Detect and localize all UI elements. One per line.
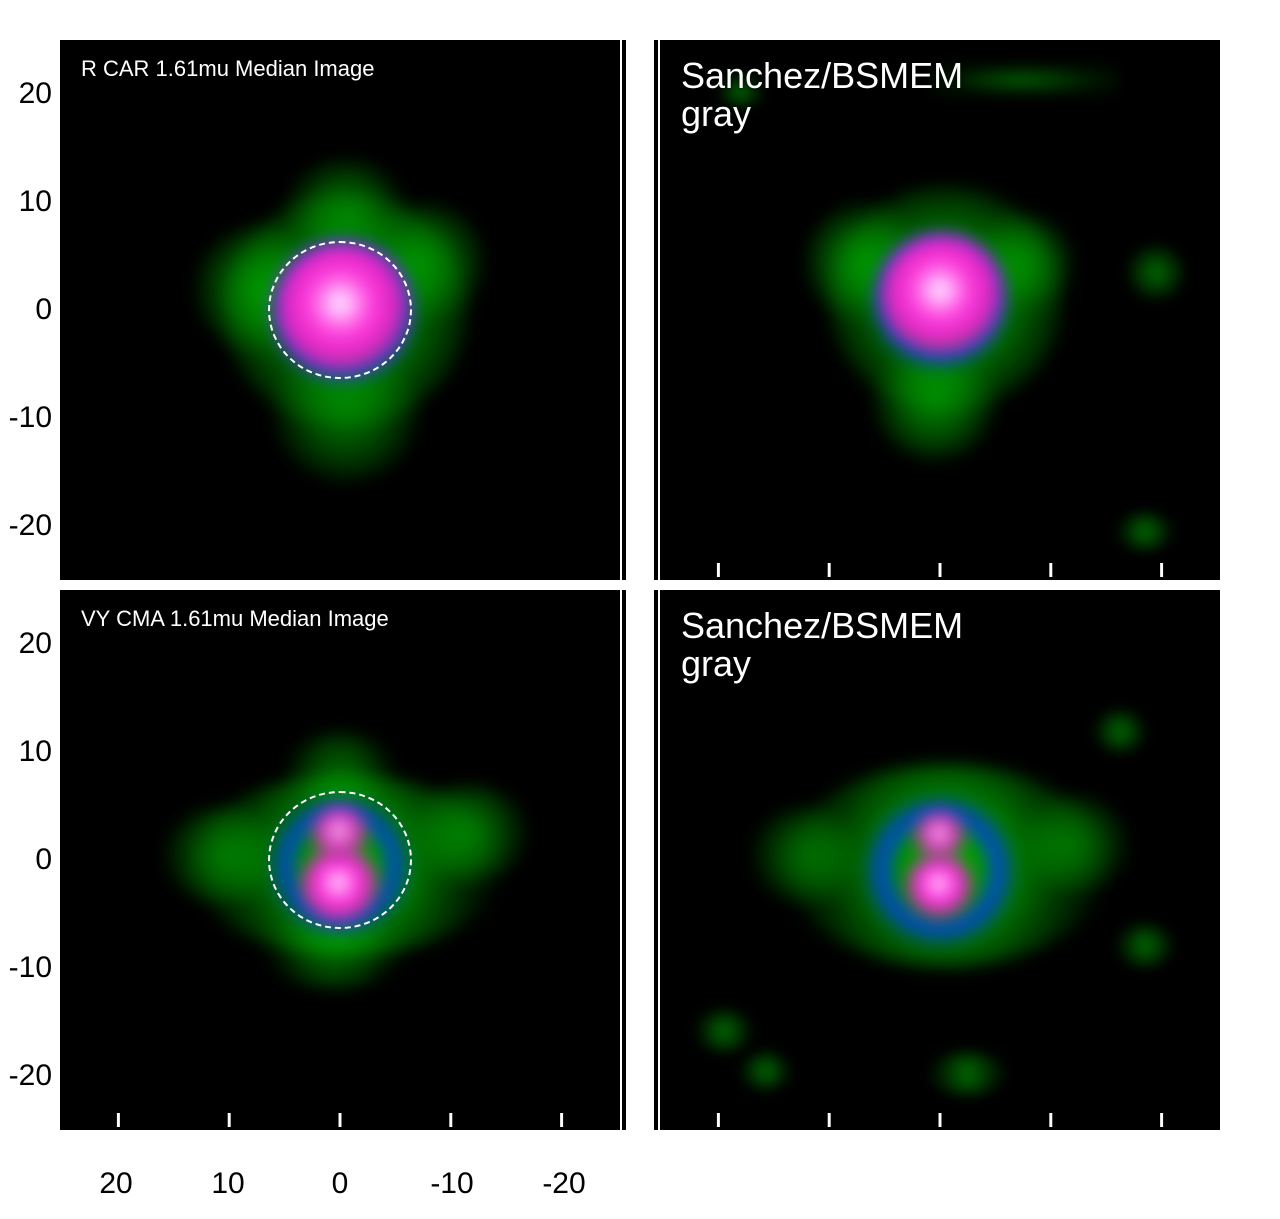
y-axis-row1: 20 10 0 -10 -20 (0, 40, 60, 580)
x-axis-bottom: 20 10 0 -10 -20 (60, 1161, 620, 1211)
panel-title: Sanchez/BSMEM gray (681, 607, 963, 683)
y-ticks-right-row1 (606, 40, 620, 580)
y-ticks-right-row2 (606, 590, 620, 1130)
y-tick-label: 0 (0, 293, 52, 327)
y-ticks-left (63, 593, 79, 1127)
panel-top-right: Sanchez/BSMEM gray (660, 40, 1220, 580)
y-tick-label: 0 (0, 843, 52, 877)
panel-title: Sanchez/BSMEM gray (681, 57, 963, 133)
y-axis-row2: 20 10 0 -10 -20 (0, 590, 60, 1130)
x-tick-label: 0 (332, 1167, 349, 1201)
y-tick-label: 20 (0, 627, 52, 661)
x-ticks-bottom (663, 1113, 1217, 1127)
x-tick-label: -20 (542, 1167, 585, 1201)
y-tick-label: -20 (0, 509, 52, 543)
panel-title: VY CMA 1.61mu Median Image (81, 607, 389, 631)
panel-title: R CAR 1.61mu Median Image (81, 57, 374, 81)
panel-title-text: Sanchez/BSMEM gray (681, 605, 963, 684)
y-tick-label: 20 (0, 77, 52, 111)
image-rcar-median (63, 43, 617, 577)
panel-bottom-right: Sanchez/BSMEM gray (660, 590, 1220, 1130)
y-tick-label: 10 (0, 185, 52, 219)
y-ticks-left (63, 43, 79, 577)
panel-bottom-left: VY CMA 1.61mu Median Image (60, 590, 620, 1130)
x-ticks-bottom (663, 563, 1217, 577)
column-spacer (620, 40, 660, 580)
x-tick-label: 10 (211, 1167, 244, 1201)
image-vycma-median (63, 593, 617, 1127)
panel-title-text: Sanchez/BSMEM gray (681, 55, 963, 134)
y-tick-label: -10 (0, 401, 52, 435)
x-tick-label: -10 (430, 1167, 473, 1201)
panel-grid: R CAR 1.61mu Median Image (60, 40, 1260, 1160)
panel-top-left: R CAR 1.61mu Median Image (60, 40, 620, 580)
y-tick-label: -10 (0, 951, 52, 985)
y-tick-label: 10 (0, 735, 52, 769)
figure-2x2: 20 10 0 -10 -20 20 10 0 -10 -20 20 10 0 … (0, 0, 1280, 1219)
x-ticks-bottom (63, 1113, 617, 1127)
x-tick-label: 20 (99, 1167, 132, 1201)
column-spacer (620, 590, 660, 1130)
y-tick-label: -20 (0, 1059, 52, 1093)
